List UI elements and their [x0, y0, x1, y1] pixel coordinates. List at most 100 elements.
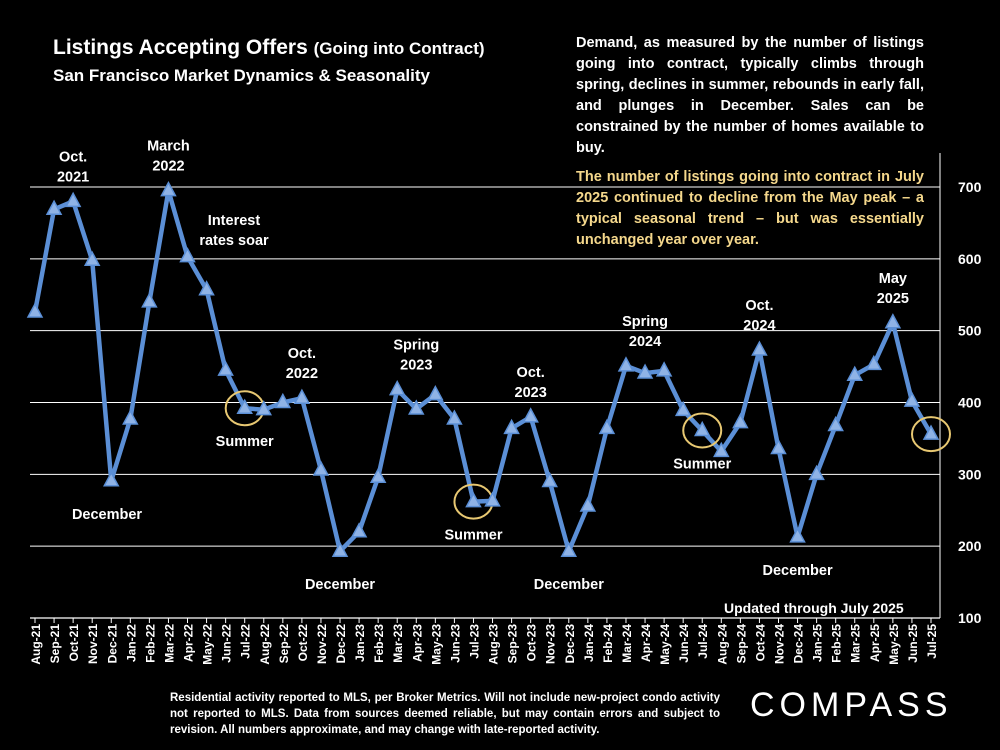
- data-point: [560, 541, 578, 557]
- annotation-label: December: [762, 563, 832, 579]
- data-point: [465, 492, 482, 508]
- annotation-label: Oct.: [288, 346, 316, 362]
- data-point: [160, 181, 177, 197]
- compass-logo: COMPASS: [750, 686, 953, 724]
- data-point: [827, 415, 844, 432]
- annotation-label: Oct.: [59, 149, 87, 165]
- data-point: [274, 392, 292, 409]
- data-point: [655, 361, 673, 377]
- annotation-label: 2024: [743, 318, 775, 334]
- x-tick-label: Feb-23: [372, 624, 386, 663]
- data-point: [674, 400, 692, 417]
- x-tick-label: Oct-22: [296, 624, 310, 662]
- x-tick-label: Oct-23: [525, 624, 539, 662]
- x-tick-label: Jan-25: [811, 624, 825, 662]
- data-point: [732, 413, 749, 429]
- x-tick-label: Aug-21: [29, 624, 43, 665]
- data-point: [522, 407, 539, 423]
- annotation-label: 2025: [877, 291, 909, 307]
- annotation-label: Summer: [673, 457, 731, 473]
- annotation-label: Interest: [208, 213, 261, 229]
- data-point: [45, 199, 63, 216]
- summer-highlight-circle: [911, 416, 951, 453]
- x-tick-label: Dec-23: [563, 624, 577, 664]
- x-tick-label: Jun-22: [220, 624, 234, 663]
- x-tick-label: Sep-21: [48, 624, 62, 664]
- data-point: [102, 471, 120, 487]
- data-point: [808, 464, 825, 481]
- data-point: [541, 471, 558, 488]
- y-tick-label: 500: [958, 323, 982, 339]
- annotation-label: December: [305, 577, 375, 593]
- x-tick-label: Jul-25: [925, 624, 939, 659]
- x-tick-label: Aug-24: [715, 624, 729, 665]
- x-tick-label: Dec-21: [105, 624, 119, 664]
- annotation-label: 2022: [286, 366, 318, 382]
- summer-highlight-circle: [682, 412, 723, 449]
- x-tick-label: Mar-25: [849, 624, 863, 663]
- data-point: [713, 441, 730, 458]
- data-point: [446, 409, 463, 425]
- data-point: [617, 356, 635, 372]
- y-tick-label: 100: [958, 610, 982, 626]
- x-tick-label: Jul-23: [467, 624, 481, 659]
- series-line: [32, 188, 933, 554]
- annotation-label: May: [879, 271, 907, 287]
- data-point: [598, 418, 616, 435]
- x-tick-label: Dec-22: [334, 624, 348, 664]
- annotation-label: 2022: [152, 159, 184, 175]
- x-tick-label: Oct-24: [753, 624, 767, 662]
- x-tick-label: Aug-22: [258, 624, 272, 665]
- annotation-label: Oct.: [517, 365, 545, 381]
- x-tick-label: Oct-21: [67, 624, 81, 662]
- data-point: [751, 340, 768, 356]
- x-tick-label: Nov-21: [86, 624, 100, 664]
- x-tick-label: Feb-24: [601, 624, 615, 663]
- annotation-label: Spring: [622, 314, 668, 330]
- x-tick-label: Nov-22: [315, 624, 329, 664]
- x-tick-label: Sep-22: [277, 624, 291, 664]
- data-point: [64, 191, 82, 208]
- data-point: [503, 418, 520, 435]
- x-tick-label: May-25: [887, 624, 901, 665]
- page-title: Listings Accepting Offers (Going into Co…: [53, 36, 485, 60]
- x-tick-label: Feb-22: [143, 624, 157, 663]
- x-tick-label: Jun-23: [448, 624, 462, 663]
- data-point: [369, 467, 387, 483]
- x-tick-label: Sep-23: [506, 624, 520, 664]
- x-tick-label: Sep-24: [734, 624, 748, 664]
- x-tick-label: Jan-23: [353, 624, 367, 662]
- data-point: [770, 438, 787, 455]
- data-point: [350, 522, 368, 538]
- annotation-label: 2023: [400, 358, 432, 374]
- x-tick-label: Nov-23: [544, 624, 558, 664]
- x-tick-label: Nov-24: [772, 624, 786, 664]
- data-point: [179, 247, 196, 263]
- data-point: [693, 420, 711, 437]
- description-text: Demand, as measured by the number of lis…: [576, 35, 924, 156]
- x-tick-label: Mar-23: [391, 624, 405, 663]
- annotation-label: March: [147, 139, 190, 155]
- data-point: [141, 292, 158, 308]
- x-tick-label: Jul-22: [239, 624, 253, 659]
- data-point: [217, 360, 234, 376]
- x-tick-label: Mar-22: [162, 624, 176, 663]
- x-tick-label: Apr-24: [639, 624, 653, 662]
- annotation-label: Summer: [216, 434, 274, 450]
- data-point: [122, 409, 139, 425]
- y-tick-label: 400: [958, 395, 982, 411]
- data-point: [884, 313, 902, 329]
- x-tick-label: May-23: [429, 624, 443, 665]
- data-point: [388, 379, 406, 396]
- data-point: [789, 527, 806, 543]
- data-point: [312, 460, 330, 476]
- highlight-text: The number of listings going into contra…: [576, 169, 924, 248]
- data-point: [26, 302, 44, 318]
- x-tick-label: Dec-24: [792, 624, 806, 664]
- annotation-label: 2021: [57, 169, 89, 185]
- annotation-label: rates soar: [199, 233, 269, 249]
- annotation-label: December: [534, 577, 604, 593]
- x-tick-label: Jan-24: [582, 624, 596, 662]
- y-tick-label: 700: [958, 179, 982, 195]
